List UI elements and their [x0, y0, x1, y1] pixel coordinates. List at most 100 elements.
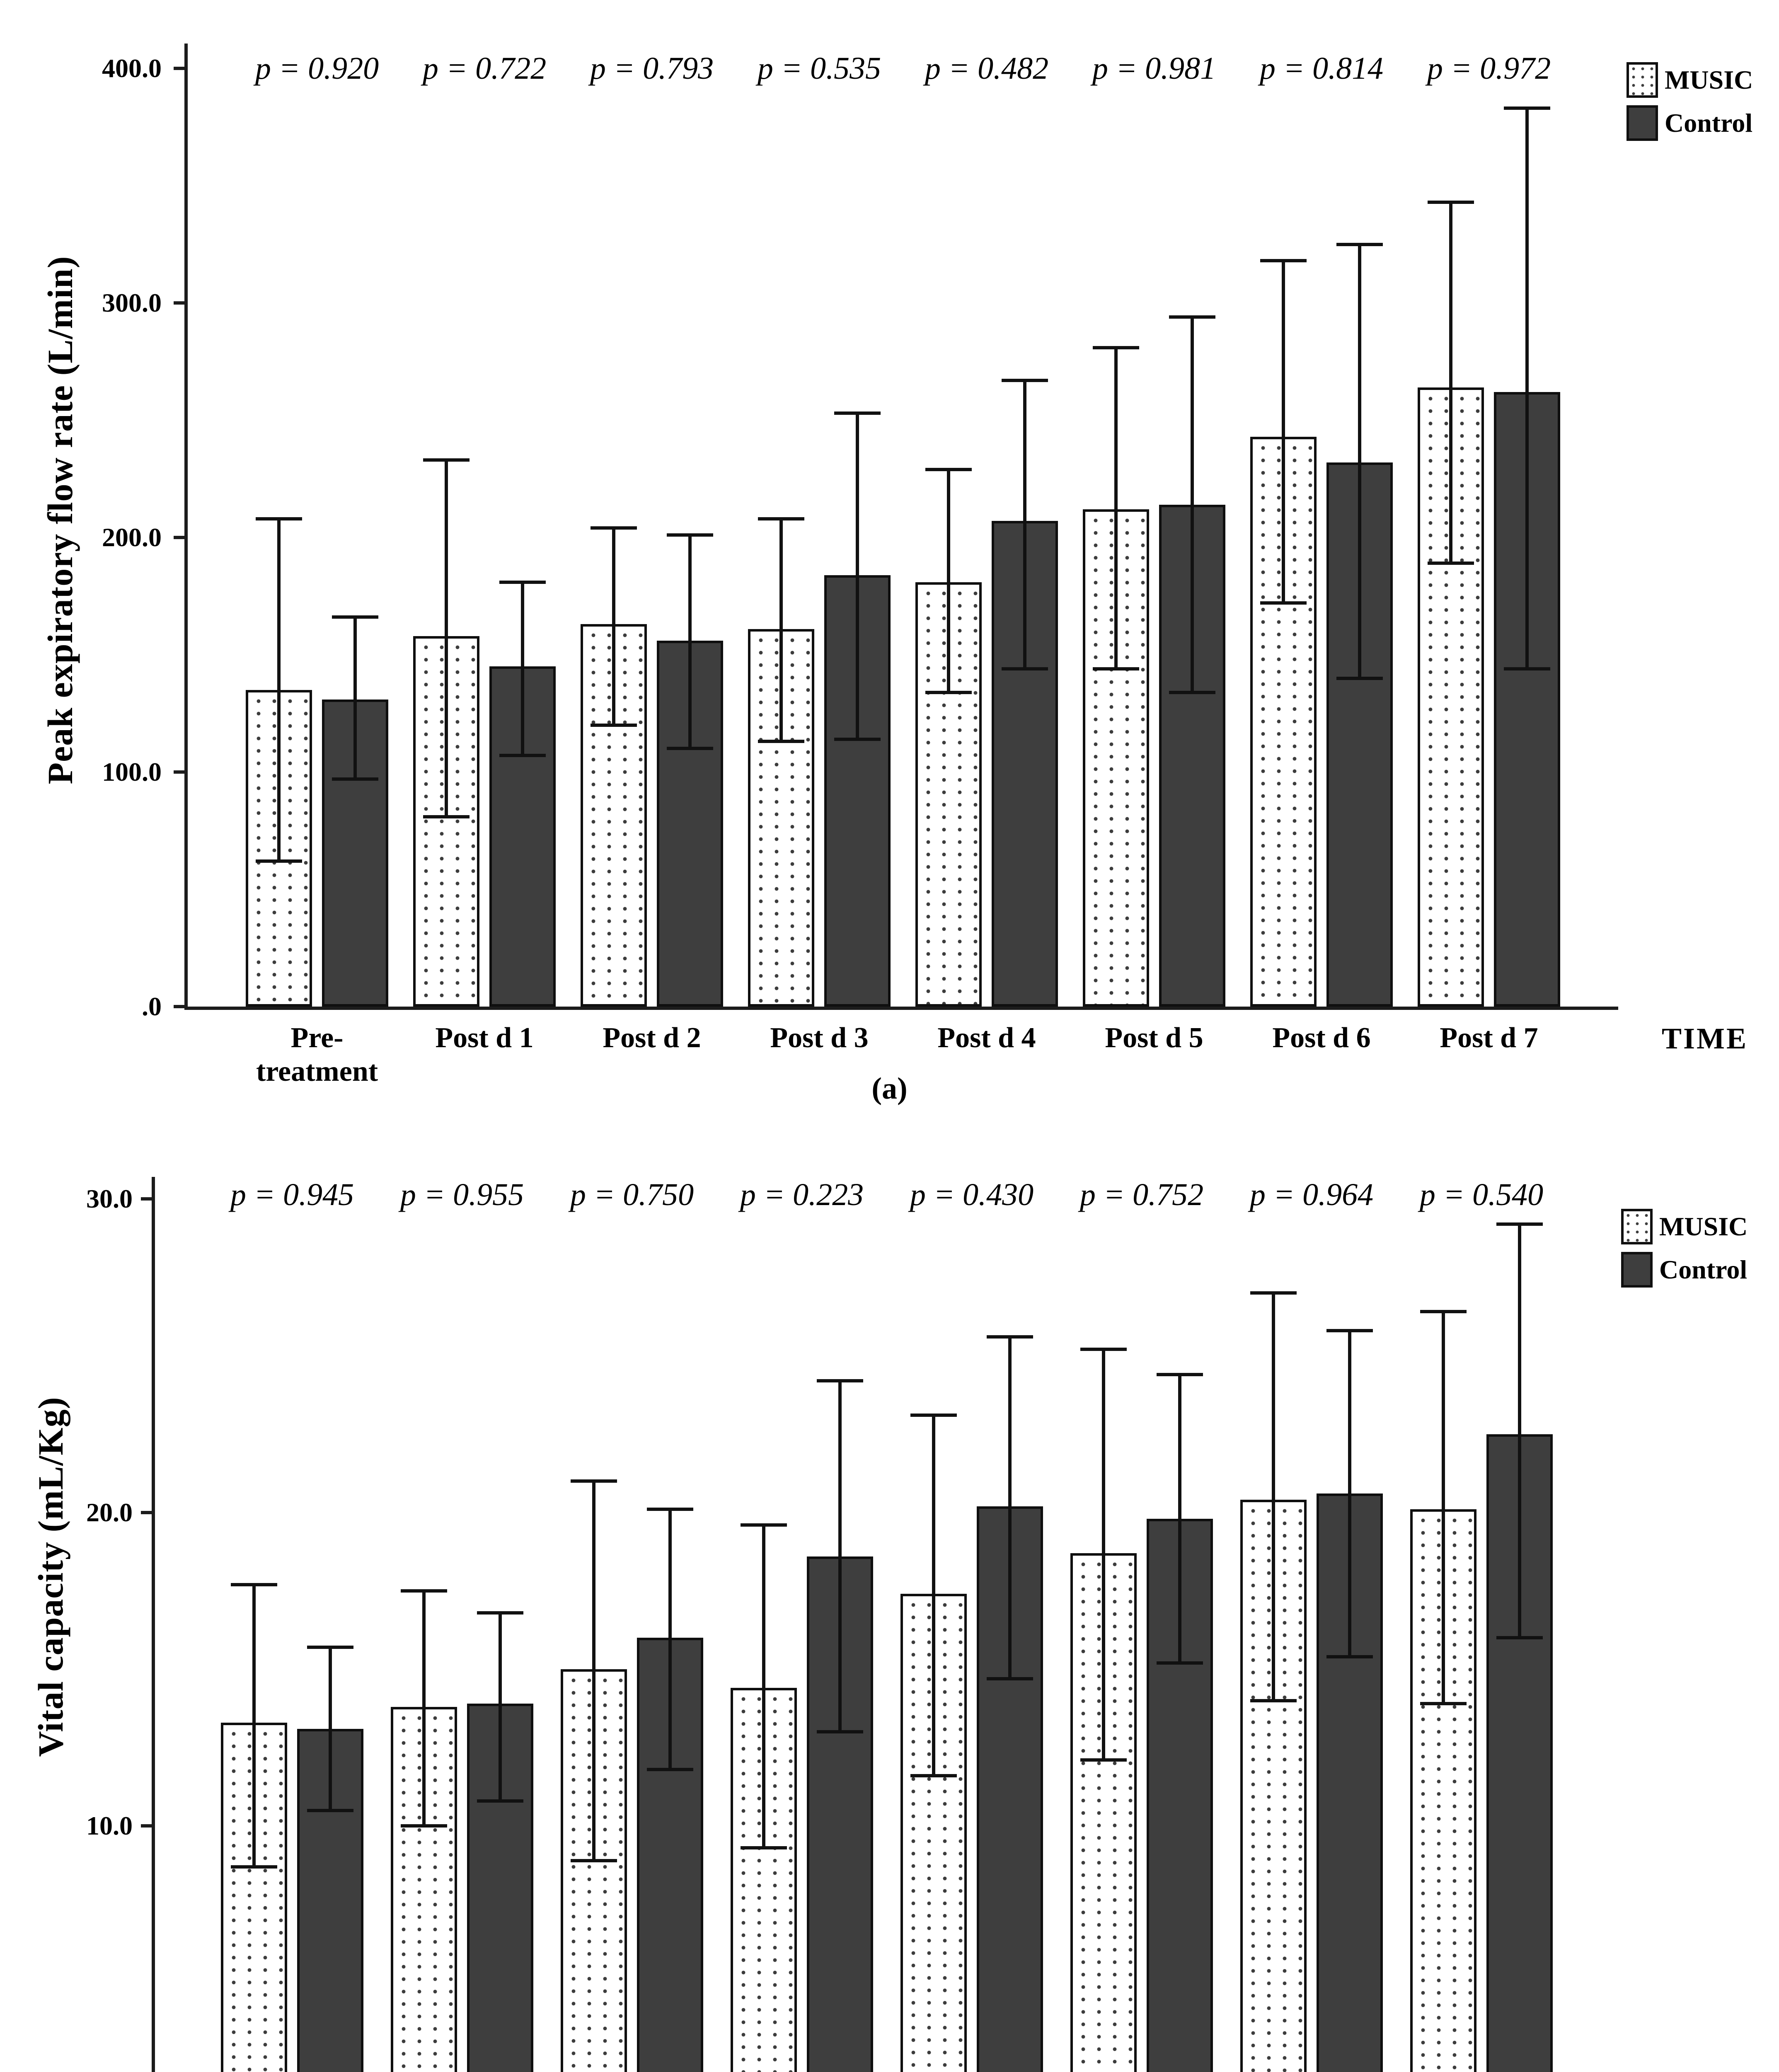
x-category-label: Post d 3 — [770, 1022, 869, 1054]
error-bar-cap-bottom — [332, 777, 378, 781]
error-bar-line — [856, 413, 859, 739]
error-bar-line — [252, 1584, 256, 1867]
error-bar-cap-top — [741, 1523, 787, 1527]
legend: MUSIC Control — [1627, 62, 1753, 141]
error-bar-line — [1525, 108, 1529, 669]
error-bar-line — [947, 469, 950, 692]
error-bar-cap-top — [1002, 378, 1048, 382]
error-bar-cap-top — [1504, 107, 1550, 110]
error-bar-line — [1023, 380, 1026, 669]
error-bar-cap-bottom — [667, 747, 713, 750]
y-axis-line — [152, 1177, 155, 2072]
legend-item-music: MUSIC — [1621, 1209, 1748, 1244]
error-bar-cap-bottom — [499, 754, 546, 758]
error-bar-cap-top — [477, 1611, 523, 1615]
error-bar-line — [1114, 347, 1118, 669]
error-bar-line — [612, 528, 615, 725]
error-bar-cap-top — [1260, 259, 1307, 263]
error-bar-cap-bottom — [987, 1677, 1033, 1680]
error-bar-cap-bottom — [1002, 667, 1048, 670]
error-bar-line — [838, 1380, 842, 1732]
p-value-label: p = 0.814 — [1259, 51, 1384, 86]
x-axis-label: TIME — [1662, 1022, 1748, 1055]
y-tick-mark — [174, 536, 184, 539]
error-bar-cap-bottom — [1336, 676, 1383, 680]
error-bar-cap-bottom — [1428, 562, 1474, 565]
error-bar-cap-top — [231, 1583, 277, 1586]
error-bar-line — [1348, 1330, 1351, 1657]
error-bar-cap-top — [1157, 1372, 1203, 1376]
p-value-label: p = 0.223 — [740, 1177, 864, 1212]
error-bar-cap-top — [1093, 346, 1139, 349]
x-category-label: Post d 6 — [1272, 1022, 1371, 1054]
error-bar-cap-top — [987, 1335, 1033, 1339]
y-tick-label: 100.0 — [102, 757, 162, 787]
error-bar-cap-bottom — [571, 1859, 617, 1862]
legend-label-control: Control — [1665, 108, 1753, 138]
error-bar-cap-top — [1428, 200, 1474, 204]
error-bar-line — [762, 1525, 765, 1848]
error-bar-cap-top — [667, 533, 713, 537]
bar-control-cat3 — [657, 641, 723, 1007]
error-bar-cap-bottom — [647, 1768, 693, 1772]
error-bar-cap-bottom — [1250, 1699, 1297, 1702]
p-value-label: p = 0.972 — [1427, 51, 1551, 86]
x-category-label: Post d 2 — [603, 1022, 701, 1054]
error-bar-cap-top — [1250, 1291, 1297, 1295]
error-bar-cap-top — [423, 458, 470, 462]
y-tick-mark — [141, 1510, 152, 1514]
error-bar-line — [277, 518, 281, 862]
error-bar-line — [668, 1509, 672, 1770]
error-bar-line — [1008, 1336, 1012, 1679]
p-value-label: p = 0.981 — [1092, 51, 1216, 86]
error-bar-line — [445, 460, 448, 817]
p-value-label: p = 0.945 — [230, 1177, 354, 1212]
error-bar-cap-bottom — [1093, 667, 1139, 670]
legend-item-control: Control — [1627, 105, 1753, 141]
error-bar-line — [521, 582, 524, 756]
error-bar-cap-top — [307, 1646, 353, 1649]
x-category-label: Post d 7 — [1440, 1022, 1538, 1054]
error-bar-cap-bottom — [1157, 1661, 1203, 1665]
error-bar-line — [1442, 1312, 1445, 1704]
error-bar-cap-bottom — [307, 1808, 353, 1812]
error-bar-cap-bottom — [1496, 1636, 1543, 1640]
legend: MUSIC Control — [1621, 1209, 1748, 1288]
error-bar-cap-bottom — [256, 859, 302, 863]
error-bar-line — [592, 1481, 595, 1861]
x-category-label: Pre- treatment — [256, 1022, 378, 1087]
error-bar-cap-top — [571, 1479, 617, 1483]
error-bar-cap-bottom — [741, 1846, 787, 1850]
error-bar-line — [1358, 244, 1361, 678]
error-bar-cap-top — [1326, 1329, 1373, 1332]
error-bar-cap-bottom — [591, 723, 637, 727]
caption-a: (a) — [871, 1072, 908, 1106]
error-bar-cap-bottom — [758, 740, 804, 743]
y-tick-mark — [174, 301, 184, 305]
error-bar-cap-top — [401, 1589, 447, 1593]
p-value-label: p = 0.535 — [757, 51, 881, 86]
legend-item-music: MUSIC — [1627, 62, 1753, 98]
panel-chart-b: Vital capacity (mL/Kg) (b) 30.020.010.0.… — [0, 1138, 1779, 2072]
error-bar-cap-bottom — [1080, 1758, 1127, 1762]
error-bar-line — [932, 1415, 935, 1776]
x-category-label: Post d 4 — [937, 1022, 1036, 1054]
y-tick-mark — [174, 770, 184, 774]
error-bar-cap-bottom — [925, 690, 972, 694]
legend-swatch-control-icon — [1621, 1252, 1653, 1288]
p-value-label: p = 0.482 — [925, 51, 1049, 86]
error-bar-line — [499, 1612, 502, 1801]
error-bar-line — [779, 518, 783, 742]
error-bar-line — [1178, 1374, 1181, 1663]
y-axis-line — [184, 44, 188, 1010]
legend-swatch-music-icon — [1621, 1209, 1653, 1244]
bar-control-cat5 — [992, 521, 1058, 1007]
legend-label-control: Control — [1659, 1255, 1748, 1284]
y-tick-label: 200.0 — [102, 523, 162, 552]
p-value-label: p = 0.793 — [590, 51, 714, 86]
error-bar-cap-bottom — [401, 1824, 447, 1828]
error-bar-cap-bottom — [1326, 1655, 1373, 1658]
p-value-label: p = 0.750 — [570, 1177, 694, 1212]
legend-item-control: Control — [1621, 1252, 1748, 1288]
